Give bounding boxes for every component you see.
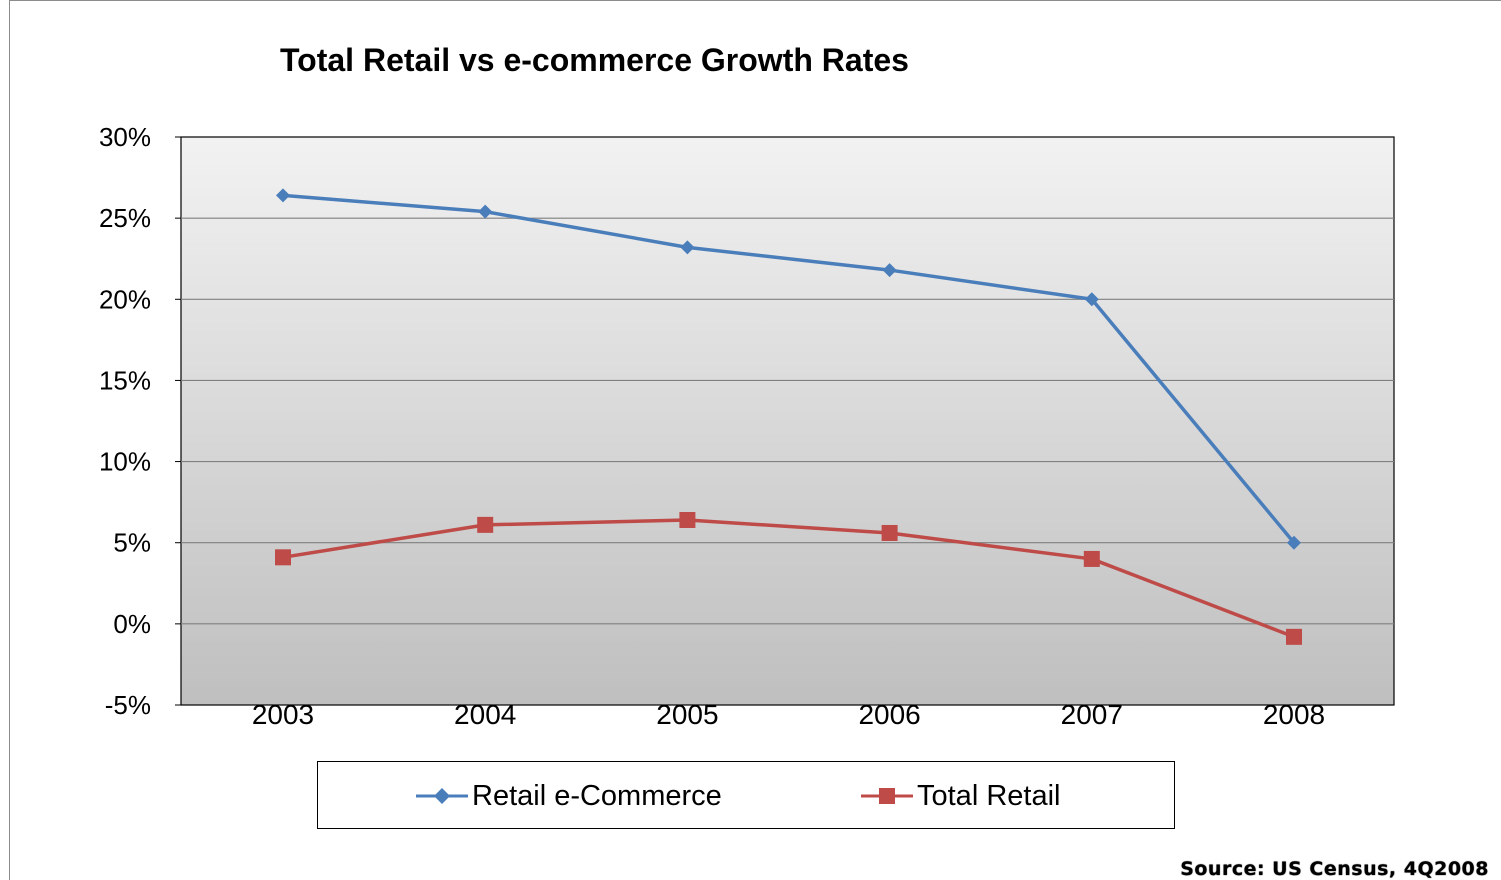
y-tick-label: 15% <box>99 365 151 395</box>
y-tick-label: 30% <box>99 122 151 152</box>
data-point-retail-e-commerce <box>276 188 290 203</box>
y-tick-label: 0% <box>113 609 151 639</box>
x-tick-label: 2008 <box>1263 699 1325 730</box>
x-tick-label: 2003 <box>252 699 314 730</box>
data-point-total-retail <box>679 511 696 528</box>
data-point-total-retail <box>1286 628 1302 645</box>
source-note: Source: US Census, 4Q2008 <box>1180 858 1489 880</box>
y-tick-label: -5% <box>105 690 151 720</box>
legend-marker-total-retail <box>861 788 913 804</box>
data-point-retail-e-commerce <box>882 263 897 278</box>
y-tick-label: 20% <box>99 284 151 314</box>
data-point-retail-e-commerce <box>1084 292 1099 307</box>
x-tick-label: 2006 <box>858 699 920 730</box>
x-tick-label: 2004 <box>454 699 516 730</box>
data-point-retail-e-commerce <box>478 204 493 219</box>
x-tick-label: 2005 <box>656 699 718 730</box>
chart-frame <box>9 0 1501 880</box>
y-tick-label: 5% <box>113 528 151 558</box>
chart-title: Total Retail vs e-commerce Growth Rates <box>280 42 909 78</box>
legend-label-retail-ecommerce: Retail e-Commerce <box>472 779 722 812</box>
data-point-total-retail <box>881 524 898 541</box>
legend-item-retail-ecommerce: Retail e-Commerce <box>416 762 722 830</box>
series-line-total-retail <box>282 518 1295 639</box>
y-tick-label: 25% <box>99 203 151 233</box>
data-point-retail-e-commerce <box>680 240 695 255</box>
legend-label-total-retail: Total Retail <box>917 779 1061 812</box>
data-point-total-retail <box>477 516 494 533</box>
data-point-total-retail <box>275 549 291 566</box>
data-point-retail-e-commerce <box>1287 535 1301 550</box>
legend-item-total-retail: Total Retail <box>861 762 1060 830</box>
legend-marker-retail-ecommerce <box>416 788 468 804</box>
legend: Retail e-Commerce Total Retail <box>317 761 1175 829</box>
data-point-total-retail <box>1083 550 1100 567</box>
y-tick-label: 10% <box>99 447 151 477</box>
x-tick-label: 2007 <box>1061 699 1123 730</box>
plot-area <box>180 136 1395 706</box>
series-line-retail-e-commerce <box>282 193 1296 544</box>
